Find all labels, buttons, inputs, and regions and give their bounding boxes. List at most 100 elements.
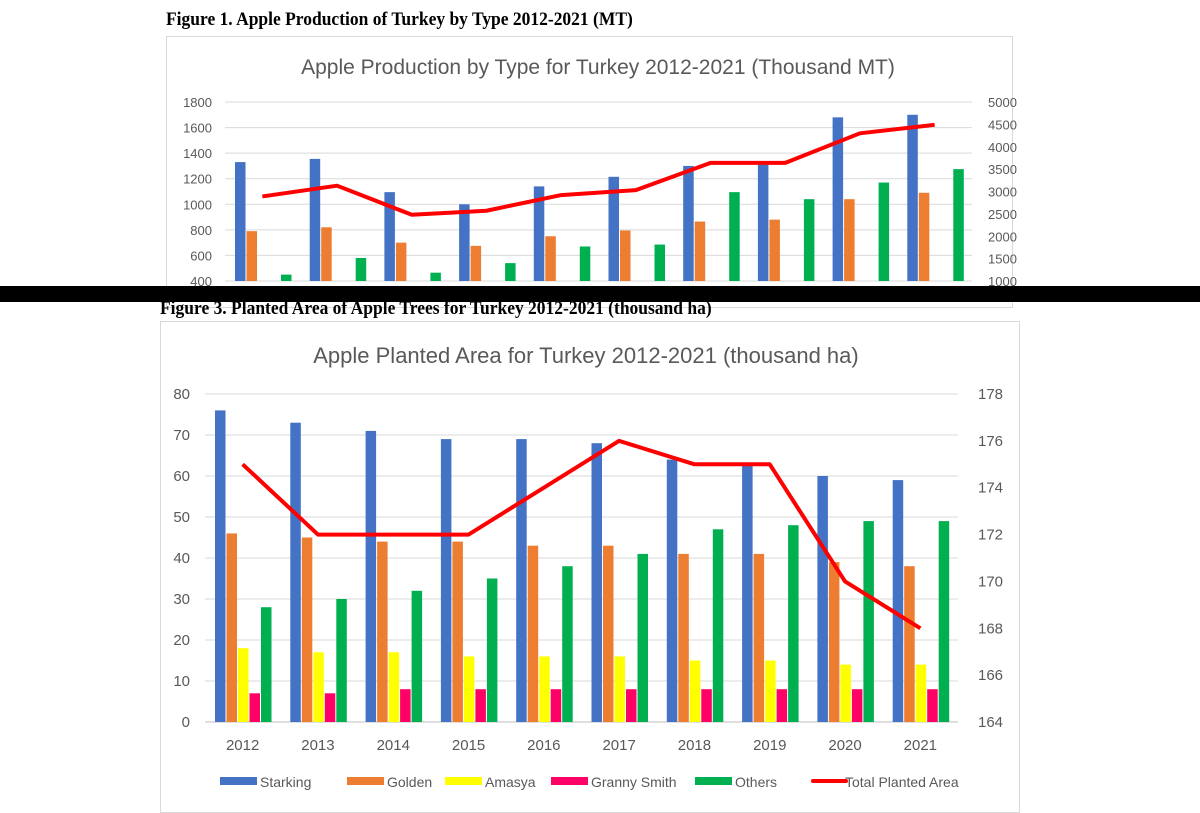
bar-others [281, 274, 292, 281]
y2-tick-label: 2500 [988, 207, 1017, 222]
legend-swatch [445, 777, 482, 785]
y-tick-label: 10 [173, 673, 190, 690]
bar-starking [683, 165, 694, 281]
legend-label: Amasya [485, 774, 536, 790]
x-tick-label: 2020 [828, 737, 861, 754]
y-tick-label: 20 [173, 632, 190, 649]
bar-starking [516, 439, 527, 722]
y-tick-label: 1800 [183, 95, 212, 110]
bar-starking [591, 443, 602, 722]
legend-label: Total Planted Area [845, 774, 959, 790]
y-tick-label: 1200 [183, 172, 212, 187]
x-tick-label: 2019 [753, 737, 786, 754]
bar-golden [828, 562, 840, 722]
bar-others [336, 599, 347, 722]
chart2-title: Apple Planted Area for Turkey 2012-2021 … [313, 343, 858, 368]
bar-starking [365, 430, 377, 722]
bar-others [637, 553, 648, 722]
bar-others [579, 246, 591, 281]
y2-tick-label: 4000 [988, 140, 1017, 155]
bar-others [729, 192, 740, 281]
bar-starking [215, 410, 226, 722]
x-tick-label: 2021 [904, 737, 937, 754]
bar-starking [608, 176, 619, 281]
x-tick-label: 2012 [226, 737, 259, 754]
legend-item: Granny Smith [551, 774, 677, 790]
bar-amasya [539, 656, 550, 722]
y-tick-label: 60 [173, 468, 190, 485]
bar-granny-smith [776, 689, 788, 722]
bar-starking [757, 164, 769, 281]
bar-golden [678, 553, 689, 722]
bar-others [878, 182, 890, 281]
bar-amasya [840, 664, 851, 722]
bar-others [505, 263, 516, 281]
chart1-title: Apple Production by Type for Turkey 2012… [301, 56, 895, 79]
bar-golden [753, 553, 765, 722]
bar-granny-smith [851, 689, 863, 722]
bar-starking [533, 186, 545, 281]
bar-golden [527, 545, 539, 722]
bar-golden [395, 242, 407, 281]
y2-tick-label: 5000 [988, 95, 1017, 110]
legend-item: Amasya [445, 774, 536, 790]
bar-others [953, 169, 964, 281]
legend-label: Granny Smith [591, 774, 677, 790]
bar-golden [844, 199, 855, 281]
y2-tick-label: 170 [978, 573, 1003, 590]
x-tick-label: 2017 [602, 737, 635, 754]
y2-tick-label: 164 [978, 714, 1003, 731]
bar-golden [246, 231, 257, 281]
x-tick-label: 2014 [377, 737, 410, 754]
bar-starking [907, 114, 918, 282]
legend-swatch [347, 777, 384, 785]
bar-golden [769, 219, 780, 281]
bar-others [486, 578, 498, 722]
y2-tick-label: 1500 [988, 252, 1017, 267]
bar-starking [892, 480, 904, 722]
bar-golden [226, 533, 237, 722]
figure1-caption: Figure 1. Apple Production of Turkey by … [166, 9, 633, 30]
y2-tick-label: 4500 [988, 117, 1017, 132]
bar-starking [817, 476, 828, 722]
bar-amasya [313, 652, 324, 722]
y2-tick-label: 176 [978, 433, 1003, 450]
figure3-caption: Figure 3. Planted Area of Apple Trees fo… [160, 298, 712, 319]
bar-golden [301, 537, 313, 722]
legend-swatch [695, 777, 732, 785]
bar-others [355, 257, 367, 281]
legend-label: Others [735, 774, 777, 790]
y2-tick-label: 3000 [988, 185, 1017, 200]
bar-golden [603, 545, 614, 722]
bar-granny-smith [550, 689, 562, 722]
y-tick-label: 30 [173, 591, 190, 608]
bar-amasya [689, 660, 701, 722]
bar-granny-smith [626, 689, 637, 722]
legend-item: Starking [220, 774, 311, 790]
bar-others [261, 607, 272, 722]
bar-amasya [765, 660, 776, 722]
bar-starking [309, 158, 321, 281]
y-tick-label: 0 [182, 714, 190, 731]
y-tick-label: 1000 [183, 197, 212, 212]
y2-tick-label: 168 [978, 620, 1003, 637]
bar-golden [452, 541, 463, 722]
legend-item: Total Planted Area [811, 774, 959, 790]
bar-others [654, 244, 665, 281]
bar-golden [470, 245, 482, 281]
separator-bar [0, 286, 1200, 302]
total-line [241, 438, 922, 630]
bar-amasya [915, 664, 927, 722]
y-tick-label: 800 [190, 223, 212, 238]
y-tick-label: 1400 [183, 146, 212, 161]
legend-label: Starking [260, 774, 311, 790]
bar-granny-smith [400, 689, 411, 722]
bar-others [712, 529, 724, 722]
bar-others [938, 521, 950, 722]
y2-tick-label: 166 [978, 667, 1003, 684]
legend-swatch [551, 777, 588, 785]
bar-amasya [463, 656, 475, 722]
bar-granny-smith [475, 689, 486, 722]
bar-golden [377, 541, 388, 722]
